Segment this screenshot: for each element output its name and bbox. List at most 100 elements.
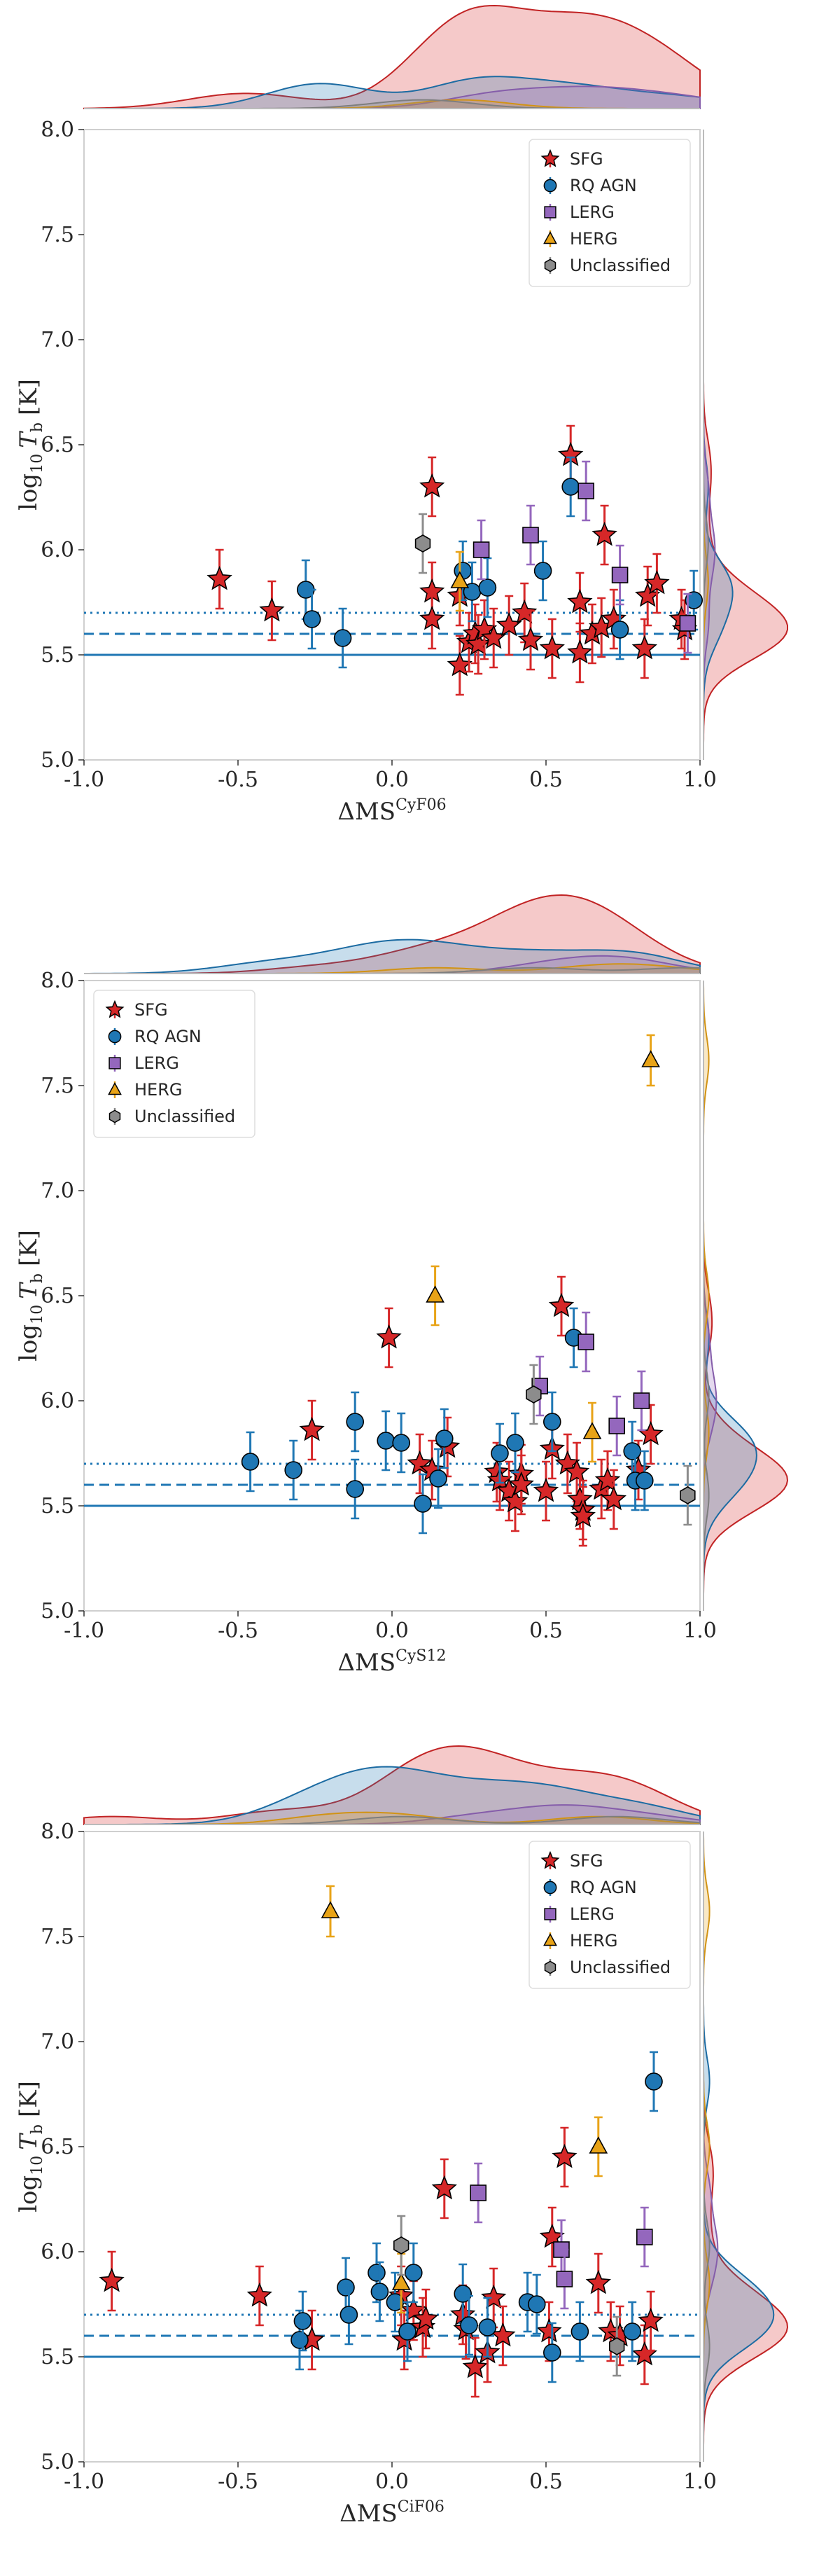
legend-marker [543, 1881, 557, 1895]
legend-entry-unclassified: Unclassified [544, 256, 671, 275]
point-marker [609, 2337, 625, 2355]
legend-label: LERG [570, 202, 615, 222]
legend-marker [540, 148, 560, 167]
point-marker [582, 1422, 602, 1439]
point-marker [685, 591, 704, 609]
point-unclassified [414, 513, 431, 574]
legend-entry-herg: HERG [543, 229, 617, 249]
legend-entry-lerg: LERG [544, 202, 615, 222]
point-marker [470, 2184, 487, 2201]
legend-box [93, 990, 255, 1138]
x-tick-label: 1.0 [683, 768, 717, 792]
point-marker [290, 2331, 309, 2349]
point-marker [413, 2305, 439, 2330]
point-marker [570, 1502, 596, 1528]
legend-marker [105, 999, 125, 1018]
point-marker [246, 2282, 272, 2307]
point-rq-agn [570, 2301, 589, 2362]
point-lerg [470, 2162, 487, 2224]
marginal-y-sfg [703, 130, 788, 760]
legend-label: HERG [570, 229, 617, 249]
x-axis-label-base: ΔMS [338, 1649, 396, 1677]
x-tick-label: 1.0 [683, 2470, 717, 2494]
y-tick-label: 7.5 [41, 223, 74, 247]
point-marker [346, 1413, 365, 1431]
y-tick-label: 6.0 [41, 538, 74, 562]
y-axis-label-ylabel_sub: 10 [29, 454, 46, 473]
point-sfg [206, 548, 232, 610]
point-marker [636, 2229, 653, 2245]
point-marker [645, 2072, 663, 2091]
point-rq-agn [333, 607, 352, 669]
point-rq-agn [392, 1412, 411, 1474]
point-unclassified [393, 2215, 410, 2276]
point-herg [450, 550, 470, 612]
legend-marker [108, 1082, 122, 1095]
y-axis-label-ylabel_unit: [K] [15, 1230, 43, 1266]
point-sfg [579, 603, 606, 665]
y-axis-label-ylabel_sub: 10 [29, 2156, 46, 2175]
x-axis-label-base: ΔMS [340, 2500, 398, 2528]
legend-entry-sfg: SFG [540, 148, 603, 169]
point-marker [414, 534, 431, 553]
point-sfg [533, 1460, 559, 1522]
legend-entry-lerg: LERG [544, 1904, 615, 1924]
point-rq-agn [454, 2263, 472, 2325]
point-marker [611, 567, 629, 583]
y-tick-label: 7.0 [41, 1179, 74, 1203]
point-marker [526, 1385, 542, 1404]
y-tick-label: 5.0 [41, 2450, 74, 2474]
point-marker [99, 2267, 125, 2292]
point-sfg [508, 1454, 534, 1516]
point-sfg [246, 2265, 272, 2327]
point-sfg [585, 2252, 611, 2314]
point-marker [491, 1444, 509, 1462]
legend-entry-lerg: LERG [108, 1053, 179, 1073]
point-marker [333, 629, 352, 647]
legend-entry-rq-agn: RQ AGN [543, 1878, 637, 1897]
point-marker [539, 635, 565, 660]
point-marker [522, 527, 539, 543]
legend: SFG RQ AGN LERG HERG Unclassified [93, 990, 255, 1138]
y-axis-label-ylabel_var: T [15, 2133, 43, 2150]
legend-marker [108, 1030, 122, 1044]
x-axis-label: ΔMSCiF06 [340, 2498, 444, 2528]
y-tick-label: 5.5 [41, 1494, 74, 1518]
point-herg [582, 1401, 602, 1463]
marginal-x-panel-3 [83, 1745, 701, 1825]
point-marker [376, 1324, 402, 1349]
point-marker [610, 621, 629, 639]
point-rq-agn [478, 2297, 497, 2358]
point-sfg [631, 618, 657, 679]
point-marker [346, 1480, 365, 1498]
point-marker [631, 635, 657, 660]
scatter-panel-1: -1.0 -0.5 0.0 0.5 1.0 5.0 5.5 6.0 6.5 7.0 7.5 8.0 ΔM… [15, 118, 717, 826]
point-marker [564, 1458, 590, 1483]
legend-label: SFG [134, 1000, 168, 1020]
point-marker [454, 2285, 472, 2303]
legend-label: RQ AGN [570, 1878, 637, 1897]
y-tick-label: 8.0 [41, 1820, 74, 1844]
x-tick-label: 0.5 [529, 768, 563, 792]
point-sfg [481, 607, 507, 669]
point-marker [419, 605, 445, 630]
point-marker [567, 588, 593, 614]
legend-label: LERG [134, 1053, 179, 1073]
point-rq-agn [645, 2051, 663, 2112]
point-sfg [592, 504, 617, 566]
point-marker [340, 2306, 358, 2324]
point-marker [462, 2353, 488, 2378]
legend-marker [544, 1908, 556, 1920]
marginal-x-sfg [83, 4, 701, 109]
legend-label: SFG [570, 1851, 603, 1871]
x-tick-label: -1.0 [64, 2470, 104, 2494]
point-rq-agn [302, 588, 321, 650]
legend-marker [543, 1933, 557, 1946]
x-tick-label: 0.5 [529, 1619, 563, 1643]
point-marker [368, 2264, 386, 2282]
point-marker [293, 2312, 312, 2330]
point-marker [536, 2318, 562, 2343]
y-tick-label: 7.0 [41, 2030, 74, 2054]
marginal-x-rq-agn [84, 1766, 701, 1825]
point-marker [680, 1486, 696, 1504]
